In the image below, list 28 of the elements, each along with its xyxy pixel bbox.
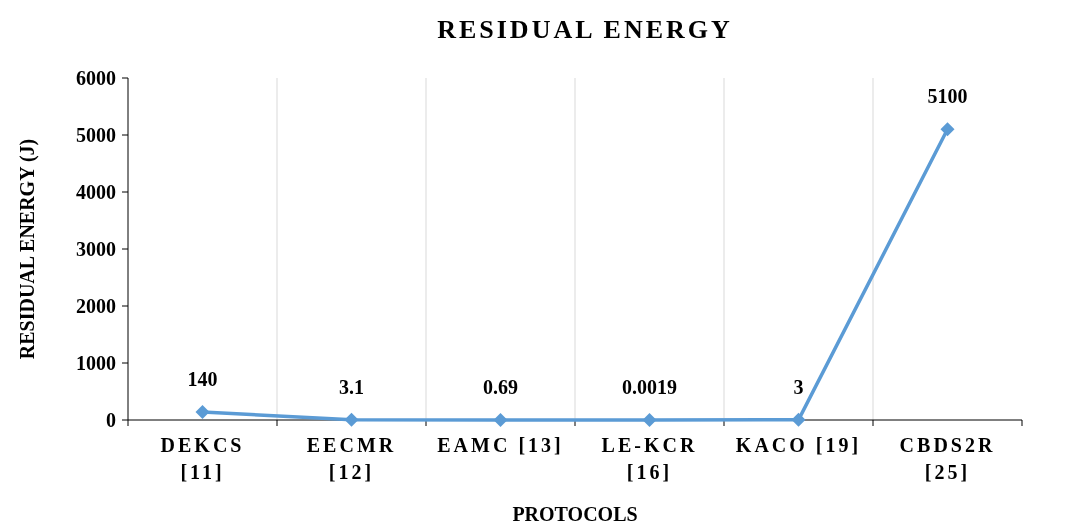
point — [940, 122, 955, 137]
x-tick-label: EECMR [12] — [306, 434, 397, 483]
data-label: 0.0019 — [622, 376, 677, 398]
y-tick-label: 2000 — [76, 295, 116, 317]
chart-title: RESIDUAL ENERGY — [437, 15, 733, 44]
y-tick-label: 3000 — [76, 238, 116, 260]
y-tick-label: 4000 — [76, 181, 116, 203]
data-label: 3.1 — [339, 375, 364, 398]
y-tick-label: 0 — [106, 409, 116, 431]
point — [642, 413, 657, 427]
x-tick-label: LE-KCR [16] — [601, 434, 698, 483]
x-axis-title: PROTOCOLS — [512, 503, 638, 525]
y-tick-label: 1000 — [76, 352, 116, 374]
x-tick-label: KACO [19] — [735, 434, 862, 456]
data-label: 5100 — [927, 85, 968, 108]
y-tick-label: 6000 — [76, 67, 116, 89]
point — [493, 412, 508, 427]
y-axis-title: RESIDUAL ENERGY (J) — [16, 138, 39, 360]
point — [195, 405, 210, 420]
y-tick-label: 5000 — [76, 124, 116, 146]
x-tick-label: EAMC [13] — [437, 434, 564, 456]
data-label: 0.69 — [483, 375, 518, 398]
x-tick-label: DEKCS [11] — [160, 434, 245, 483]
x-tick-label: CBDS2R [25] — [899, 434, 996, 483]
data-label: 3 — [793, 375, 804, 398]
point — [791, 412, 806, 427]
point — [344, 412, 359, 427]
data-label: 140 — [187, 368, 218, 391]
